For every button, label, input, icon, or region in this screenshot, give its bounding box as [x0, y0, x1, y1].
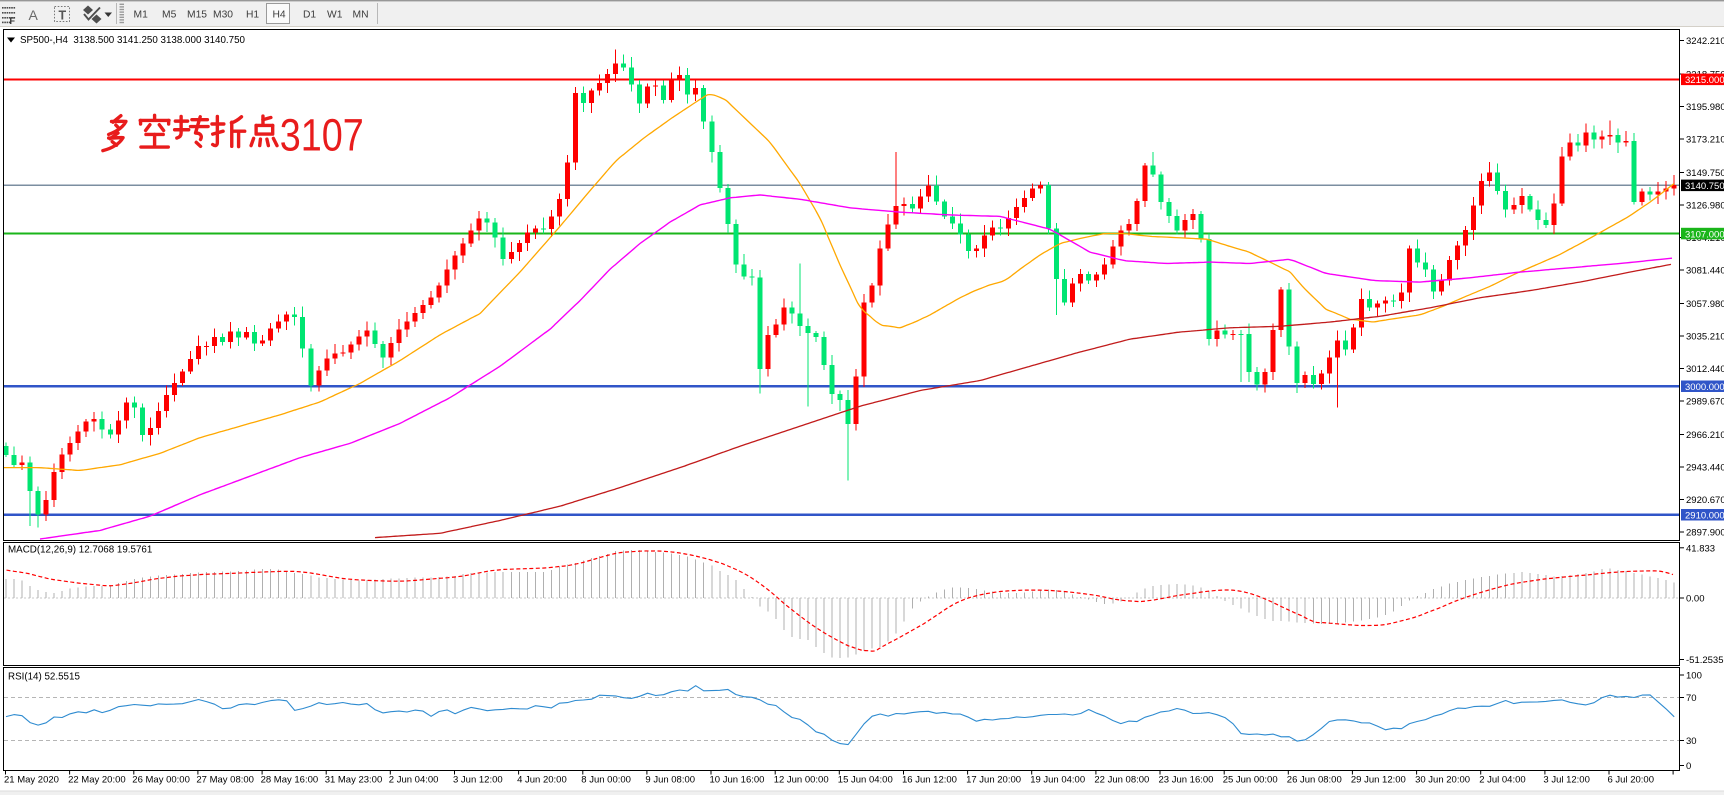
svg-text:0.00: 0.00 [1686, 594, 1705, 605]
svg-text:100: 100 [1686, 671, 1702, 682]
svg-text:41.833: 41.833 [1686, 543, 1715, 554]
svg-text:M30: M30 [213, 10, 233, 21]
svg-text:M1: M1 [134, 10, 149, 21]
svg-text:H4: H4 [273, 10, 286, 21]
svg-text:F: F [10, 16, 16, 26]
svg-text:70: 70 [1686, 693, 1697, 704]
svg-text:H1: H1 [246, 10, 259, 21]
svg-text:22 May 20:00: 22 May 20:00 [68, 775, 126, 786]
svg-text:0: 0 [1686, 761, 1691, 772]
svg-text:3107: 3107 [280, 109, 364, 160]
svg-text:23 Jun 16:00: 23 Jun 16:00 [1159, 775, 1214, 786]
svg-text:3057.980: 3057.980 [1686, 299, 1724, 310]
svg-text:3035.210: 3035.210 [1686, 332, 1724, 343]
svg-text:SP500-,H4 3138.500 3141.250 3: SP500-,H4 3138.500 3141.250 3138.000 314… [20, 35, 246, 46]
svg-text:31 May 23:00: 31 May 23:00 [325, 775, 383, 786]
svg-text:3 Jul 12:00: 3 Jul 12:00 [1543, 775, 1589, 786]
svg-text:26 May 00:00: 26 May 00:00 [132, 775, 190, 786]
svg-text:2920.670: 2920.670 [1686, 495, 1724, 506]
svg-text:2910.000: 2910.000 [1685, 511, 1724, 522]
svg-text:2989.670: 2989.670 [1686, 397, 1724, 408]
svg-text:MACD(12,26,9) 12.7068 19.5761: MACD(12,26,9) 12.7068 19.5761 [8, 545, 152, 556]
svg-text:3149.750: 3149.750 [1686, 168, 1724, 179]
svg-text:M15: M15 [187, 10, 207, 21]
svg-text:3012.440: 3012.440 [1686, 364, 1724, 375]
svg-text:3140.750: 3140.750 [1685, 181, 1724, 192]
svg-text:21 May 2020: 21 May 2020 [4, 775, 59, 786]
svg-text:30: 30 [1686, 736, 1697, 747]
svg-text:9 Jun 08:00: 9 Jun 08:00 [645, 775, 695, 786]
svg-text:12 Jun 00:00: 12 Jun 00:00 [774, 775, 829, 786]
svg-text:3126.980: 3126.980 [1686, 201, 1724, 212]
svg-text:3000.000: 3000.000 [1685, 382, 1724, 393]
svg-text:3242.210: 3242.210 [1686, 36, 1724, 47]
svg-text:T: T [59, 9, 67, 23]
svg-text:3 Jun 12:00: 3 Jun 12:00 [453, 775, 503, 786]
svg-text:25 Jun 00:00: 25 Jun 00:00 [1223, 775, 1278, 786]
svg-text:26 Jun 08:00: 26 Jun 08:00 [1287, 775, 1342, 786]
svg-text:3107.000: 3107.000 [1685, 229, 1724, 240]
svg-text:RSI(14) 52.5515: RSI(14) 52.5515 [8, 672, 80, 683]
svg-text:3215.000: 3215.000 [1685, 75, 1724, 86]
svg-text:30 Jun 20:00: 30 Jun 20:00 [1415, 775, 1470, 786]
svg-text:A: A [29, 7, 39, 23]
svg-text:3173.210: 3173.210 [1686, 135, 1724, 146]
svg-text:2966.210: 2966.210 [1686, 430, 1724, 441]
svg-text:6 Jul 20:00: 6 Jul 20:00 [1608, 775, 1654, 786]
svg-text:2 Jun 04:00: 2 Jun 04:00 [389, 775, 439, 786]
svg-text:3081.440: 3081.440 [1686, 266, 1724, 277]
svg-text:4 Jun 20:00: 4 Jun 20:00 [517, 775, 567, 786]
svg-text:17 Jun 20:00: 17 Jun 20:00 [966, 775, 1021, 786]
svg-text:28 May 16:00: 28 May 16:00 [261, 775, 319, 786]
svg-text:15 Jun 04:00: 15 Jun 04:00 [838, 775, 893, 786]
svg-text:19 Jun 04:00: 19 Jun 04:00 [1030, 775, 1085, 786]
svg-text:27 May 08:00: 27 May 08:00 [196, 775, 254, 786]
svg-text:16 Jun 12:00: 16 Jun 12:00 [902, 775, 957, 786]
svg-text:-51.2535: -51.2535 [1686, 655, 1724, 666]
svg-text:2943.440: 2943.440 [1686, 463, 1724, 474]
svg-text:29 Jun 12:00: 29 Jun 12:00 [1351, 775, 1406, 786]
svg-text:10 Jun 16:00: 10 Jun 16:00 [710, 775, 765, 786]
svg-text:W1: W1 [327, 10, 343, 21]
svg-text:M5: M5 [162, 10, 177, 21]
svg-text:2897.900: 2897.900 [1686, 528, 1724, 539]
svg-text:3195.980: 3195.980 [1686, 102, 1724, 113]
svg-text:22 Jun 08:00: 22 Jun 08:00 [1094, 775, 1149, 786]
svg-text:MN: MN [353, 10, 369, 21]
svg-text:8 Jun 00:00: 8 Jun 00:00 [581, 775, 631, 786]
svg-text:D1: D1 [303, 10, 316, 21]
svg-text:2 Jul 04:00: 2 Jul 04:00 [1479, 775, 1525, 786]
